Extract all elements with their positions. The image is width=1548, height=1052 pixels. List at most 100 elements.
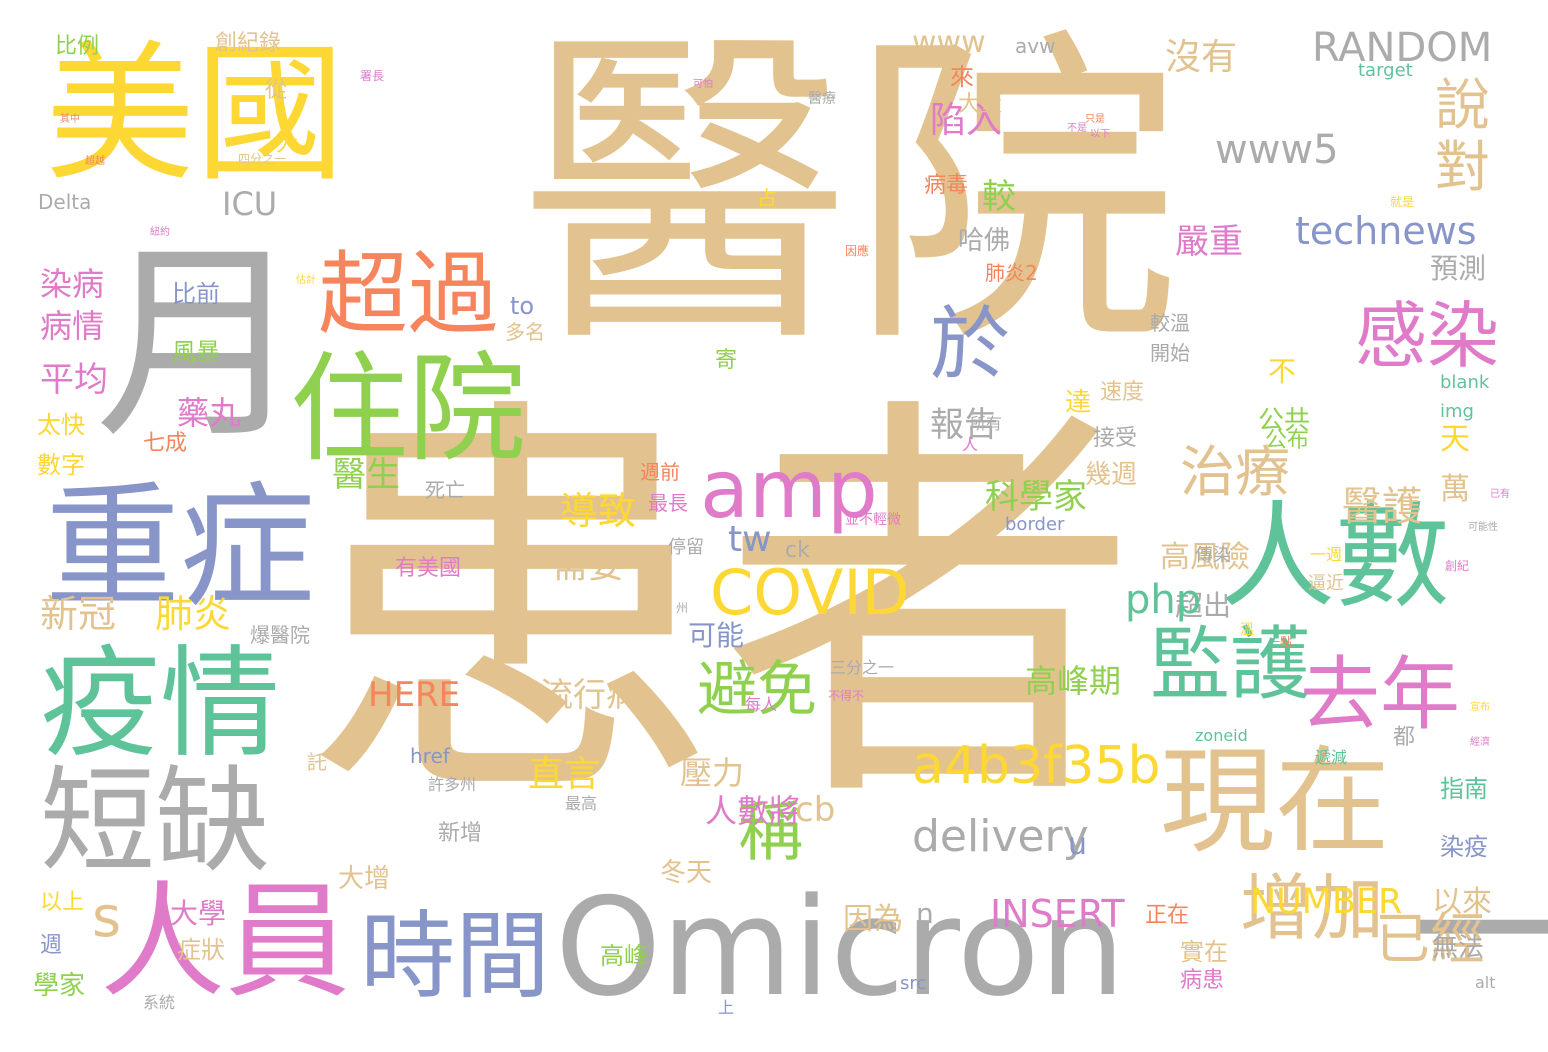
word-22: 已經 bbox=[1375, 907, 1486, 971]
word-132: 人 bbox=[962, 435, 979, 454]
word-105: 從 bbox=[265, 78, 288, 103]
word-104: 創紀錄 bbox=[215, 31, 282, 56]
word-155: 以下 bbox=[1090, 129, 1110, 140]
word-9: Omicron bbox=[555, 869, 1126, 1026]
word-81: 萬 bbox=[1440, 472, 1470, 507]
word-58: 壓力 bbox=[680, 754, 745, 792]
word-44: avw bbox=[1015, 34, 1056, 58]
word-66: ck bbox=[785, 538, 810, 563]
word-78: 正在 bbox=[1145, 903, 1190, 928]
word-114: 公布 bbox=[1265, 428, 1310, 453]
word-125: 每人 bbox=[745, 695, 778, 714]
word-14: 超過 bbox=[318, 242, 498, 347]
word-107: 大量 bbox=[958, 92, 1003, 117]
word-136: img bbox=[1440, 401, 1474, 422]
word-59: 人數將 bbox=[705, 792, 802, 830]
word-138: href bbox=[410, 744, 450, 768]
word-84: 公共 bbox=[1258, 406, 1311, 436]
word-18: 說 bbox=[1435, 73, 1491, 137]
word-16: 於 bbox=[930, 298, 1010, 391]
word-89: 比前 bbox=[172, 280, 220, 308]
word-30: delivery bbox=[912, 811, 1089, 862]
word-129: 新增 bbox=[438, 821, 483, 846]
word-61: 高風險 bbox=[1160, 540, 1250, 575]
word-32: www5 bbox=[1215, 127, 1339, 173]
word-99: 週 bbox=[40, 933, 63, 958]
word-2: 美國 bbox=[45, 28, 346, 202]
word-118: 最長 bbox=[648, 491, 688, 515]
word-141: 上 bbox=[718, 998, 735, 1017]
word-52: 預測 bbox=[1430, 252, 1487, 285]
word-37: 流行病 bbox=[540, 675, 639, 714]
word-34: NUMBER bbox=[1250, 882, 1403, 922]
word-56: 導致 bbox=[560, 489, 637, 533]
word-53: 科學家 bbox=[985, 477, 1087, 517]
word-123: 三分之一 bbox=[830, 658, 895, 677]
word-124: 許多州 bbox=[428, 775, 477, 794]
word-101: 系統 bbox=[143, 993, 176, 1012]
word-160: 宣布 bbox=[1470, 702, 1490, 713]
word-103: 比例 bbox=[55, 34, 100, 59]
word-128: 染疫 bbox=[1440, 833, 1488, 861]
word-140: alt bbox=[1475, 973, 1496, 992]
word-50: 病毒 bbox=[924, 173, 969, 198]
word-92: 七成 bbox=[143, 431, 188, 456]
word-67: cb bbox=[795, 790, 836, 830]
word-31: RANDOM bbox=[1312, 25, 1493, 71]
word-21: 增加 bbox=[1240, 866, 1385, 950]
word-69: n bbox=[916, 897, 934, 930]
word-100: 學家 bbox=[33, 971, 86, 1001]
word-0: 醫院 bbox=[520, 3, 1180, 387]
word-158: 估計 bbox=[296, 275, 316, 286]
word-45: 沒有 bbox=[1165, 37, 1238, 78]
word-43: www bbox=[912, 25, 986, 60]
word-82: 天 bbox=[1440, 422, 1470, 457]
word-127: 指南 bbox=[1440, 775, 1488, 803]
word-86: 速度 bbox=[1100, 380, 1145, 405]
word-168: 可怕 bbox=[693, 79, 713, 90]
word-87: 達 bbox=[1065, 388, 1092, 418]
word-137: zoneid bbox=[1195, 726, 1248, 745]
word-27: 避免 bbox=[697, 655, 817, 725]
word-38: 有美國 bbox=[395, 556, 462, 581]
word-77: 無法 bbox=[1432, 933, 1485, 963]
word-24: 治療 bbox=[1180, 440, 1291, 504]
word-146: 州 bbox=[676, 601, 689, 615]
word-42: ICU bbox=[222, 185, 278, 223]
word-74: 冬天 bbox=[660, 858, 713, 888]
word-122: 爆醫院 bbox=[250, 623, 310, 647]
word-111: to bbox=[510, 292, 535, 320]
word-75: 高峰 bbox=[600, 942, 648, 970]
word-150: 託 bbox=[307, 750, 327, 774]
word-1: 患者 bbox=[300, 365, 1140, 854]
word-134: target bbox=[1358, 60, 1413, 81]
word-12: 現在 bbox=[1160, 735, 1391, 869]
word-110: 四分之一 bbox=[238, 152, 287, 166]
word-33: technews bbox=[1295, 209, 1477, 253]
word-35: INSERT bbox=[990, 892, 1125, 936]
word-164: 已有 bbox=[1490, 489, 1510, 500]
word-143: 一週 bbox=[1310, 545, 1343, 564]
word-11: 人數 bbox=[1220, 490, 1451, 624]
word-62: 超出 bbox=[1175, 589, 1232, 622]
word-10: 一 bbox=[1410, 836, 1548, 1034]
word-149: 肺炎2 bbox=[985, 261, 1038, 285]
word-106: 大 bbox=[276, 132, 299, 157]
word-135: blank bbox=[1440, 372, 1490, 393]
word-119: 死亡 bbox=[425, 478, 465, 502]
word-3: 月 bbox=[95, 222, 306, 467]
word-90: 風暴 bbox=[172, 338, 220, 366]
word-17: 感染 bbox=[1355, 294, 1500, 378]
word-93: 平均 bbox=[40, 360, 108, 400]
word-13: 住院 bbox=[290, 340, 527, 478]
word-60: 高峰期 bbox=[1025, 662, 1122, 700]
word-79: 實在 bbox=[1180, 938, 1228, 966]
word-64: php bbox=[1125, 577, 1202, 623]
word-88: 不 bbox=[1268, 355, 1297, 388]
word-115: 開始 bbox=[1150, 341, 1190, 365]
word-4: 重症 bbox=[45, 469, 315, 626]
word-65: tw bbox=[728, 519, 772, 560]
word-36: HERE bbox=[368, 675, 461, 715]
word-63: 可能 bbox=[688, 619, 745, 652]
word-6: 短缺 bbox=[40, 755, 271, 889]
